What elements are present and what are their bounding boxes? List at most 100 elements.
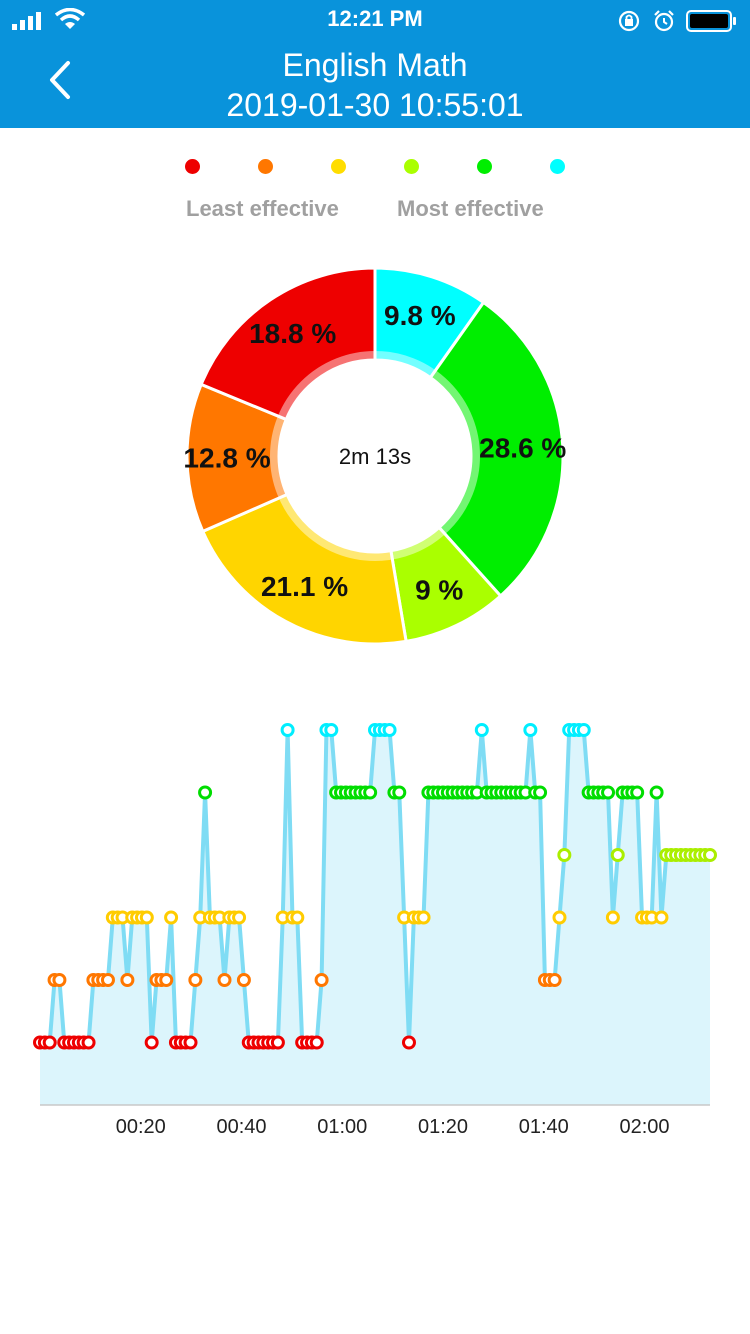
chevron-left-icon <box>50 61 70 99</box>
legend-label-least-effective: Least effective <box>186 196 339 221</box>
timeline-point <box>290 910 305 925</box>
timeline-point <box>280 723 295 737</box>
timeline-point <box>503 785 518 800</box>
timeline-point <box>615 785 630 800</box>
battery-icon <box>686 10 736 32</box>
timeline-point <box>605 910 620 925</box>
timeline-point <box>528 785 543 800</box>
nav-header: 12:21 PM English Math 2019-01-30 10:55:0… <box>0 0 750 128</box>
timeline-point <box>586 785 601 800</box>
page-title: English Math <box>282 47 468 83</box>
timeline-point <box>649 785 664 800</box>
timeline-point <box>382 723 397 737</box>
timeline-point <box>368 723 382 737</box>
timeline-point <box>659 848 674 862</box>
timeline-point <box>654 910 669 925</box>
timeline-point <box>547 973 562 987</box>
timeline-point <box>445 785 460 800</box>
timeline-point <box>149 973 164 987</box>
timeline-point <box>227 910 242 925</box>
timeline-point <box>465 785 480 800</box>
donut-slice-label: 9 % <box>415 574 463 605</box>
timeline-point <box>217 973 232 987</box>
timeline-point <box>334 785 349 800</box>
timeline-point <box>678 848 693 862</box>
timeline-point <box>698 848 713 862</box>
timeline-point <box>134 910 149 925</box>
donut-slice <box>199 266 377 422</box>
timeline-point <box>57 1035 72 1050</box>
timeline-point <box>426 785 441 800</box>
timeline-point <box>159 973 174 987</box>
timeline-point <box>76 1035 91 1050</box>
timeline-point <box>358 785 373 800</box>
timeline-point <box>275 910 290 925</box>
timeline-point <box>100 973 115 987</box>
timeline-point <box>198 785 213 800</box>
timeline-point <box>431 785 446 800</box>
timeline-point <box>164 910 179 925</box>
timeline-point <box>406 910 421 925</box>
timeline-point <box>625 785 640 800</box>
timeline-area <box>40 730 710 1105</box>
timeline-line <box>40 728 710 1045</box>
timeline-point <box>241 1035 256 1050</box>
timeline-point <box>416 910 431 925</box>
timeline-point <box>474 723 489 737</box>
timeline-point <box>329 785 344 800</box>
timeline-point <box>96 973 111 987</box>
alarm-icon <box>654 10 674 32</box>
timeline-point <box>202 910 217 925</box>
timeline-point <box>440 785 455 800</box>
timeline-point <box>71 1035 86 1050</box>
timeline-point <box>591 785 606 800</box>
timeline-point <box>469 785 484 800</box>
timeline-point <box>236 973 251 987</box>
timeline-point <box>499 785 514 800</box>
timeline-x-tick-label: 00:40 <box>216 1116 266 1138</box>
timeline-point <box>664 848 679 862</box>
timeline-point <box>256 1035 271 1050</box>
timeline-point <box>168 1035 183 1050</box>
timeline-point <box>703 848 717 862</box>
wifi-icon <box>55 8 85 29</box>
timeline-point <box>81 1035 96 1050</box>
timeline-point <box>304 1035 319 1050</box>
timeline-point <box>42 1035 57 1050</box>
timeline-point <box>183 1035 198 1050</box>
back-button[interactable] <box>40 55 80 105</box>
timeline-x-tick-label: 01:20 <box>418 1116 468 1138</box>
donut-slice <box>200 492 408 646</box>
timeline-point <box>86 973 101 987</box>
timeline-point <box>47 973 62 987</box>
timeline-point <box>567 723 582 737</box>
timeline-point <box>178 1035 193 1050</box>
donut-slice-label: 21.1 % <box>261 571 348 602</box>
timeline-point <box>314 973 329 987</box>
timeline-point <box>581 785 596 800</box>
timeline-point <box>484 785 499 800</box>
timeline-point <box>673 848 688 862</box>
timeline-point <box>421 785 436 800</box>
cellular-signal-icon <box>12 12 41 30</box>
timeline-point <box>266 1035 281 1050</box>
timeline-point <box>130 910 145 925</box>
timeline-point <box>508 785 523 800</box>
timeline-point <box>207 910 222 925</box>
timeline-point <box>455 785 470 800</box>
timeline-point <box>542 973 557 987</box>
timeline-point <box>120 973 135 987</box>
timeline-point <box>300 1035 315 1050</box>
session-timestamp: 2019-01-30 10:55:01 <box>226 87 524 123</box>
legend-label-most-effective: Most effective <box>397 196 544 221</box>
effectiveness-donut-chart: 9.8 % 28.6 % 9 % 21.1 % 12.8 % 18.8 % 2m 13s <box>183 266 566 646</box>
timeline-point <box>620 785 635 800</box>
timeline-point <box>363 785 378 800</box>
timeline-point <box>110 910 125 925</box>
donut-slice-label: 28.6 % <box>479 432 566 463</box>
timeline-point <box>144 1035 159 1050</box>
timeline-point <box>533 785 548 800</box>
status-bar: 12:21 PM <box>0 0 750 40</box>
timeline-x-tick-label: 01:00 <box>317 1116 367 1138</box>
timeline-point <box>232 910 247 925</box>
